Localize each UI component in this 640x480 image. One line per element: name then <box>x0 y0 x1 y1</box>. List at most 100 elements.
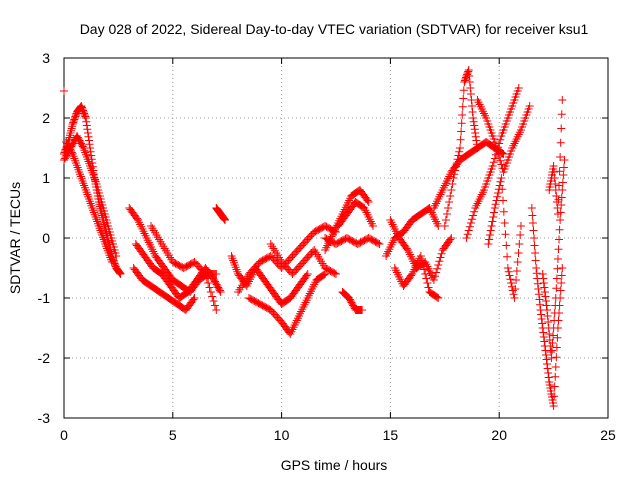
data-point <box>447 234 456 242</box>
data-point <box>487 222 496 230</box>
data-point <box>539 274 548 283</box>
data-point <box>491 141 500 150</box>
data-point <box>503 252 512 261</box>
series-track-e <box>131 240 225 302</box>
data-point <box>551 186 560 194</box>
data-point <box>540 288 549 296</box>
data-point <box>209 297 218 305</box>
data-point <box>496 135 505 144</box>
data-point <box>458 111 467 119</box>
data-point <box>448 180 457 188</box>
y-tick-label--2: -2 <box>38 350 51 366</box>
data-point <box>557 271 566 280</box>
data-point <box>83 129 92 137</box>
data-point <box>450 170 459 179</box>
data-point <box>550 392 559 401</box>
data-point <box>532 264 541 272</box>
data-point <box>423 279 432 287</box>
data-point <box>116 269 125 278</box>
y-tick-label-3: 3 <box>42 50 50 66</box>
data-point <box>512 276 521 284</box>
data-point <box>527 204 536 212</box>
data-point <box>557 124 566 133</box>
data-point <box>471 129 480 137</box>
data-point <box>543 364 552 373</box>
data-point <box>560 156 569 164</box>
data-point <box>491 200 500 209</box>
y-tick-labels: -3 -2 -1 0 1 2 3 <box>38 50 51 426</box>
series-track-h <box>212 204 230 224</box>
data-point <box>363 196 372 205</box>
data-point <box>554 245 563 254</box>
data-point <box>496 156 505 165</box>
data-point <box>466 90 475 98</box>
data-point <box>458 102 467 111</box>
data-point <box>499 196 508 205</box>
data-point <box>451 162 460 171</box>
data-point <box>493 145 502 154</box>
data-point <box>497 160 506 169</box>
data-point <box>85 140 94 149</box>
data-point <box>542 355 551 364</box>
series-track-u <box>440 66 482 230</box>
data-point <box>208 292 217 301</box>
data-point <box>556 216 565 224</box>
data-point <box>541 297 550 305</box>
data-point <box>550 382 559 391</box>
data-point <box>68 122 77 131</box>
data-point <box>452 159 461 167</box>
data-point <box>220 215 229 224</box>
series-track-p <box>321 234 384 248</box>
grid-horizontal <box>64 117 608 359</box>
data-point <box>465 222 474 231</box>
data-point <box>531 256 540 265</box>
data-point <box>490 138 499 146</box>
series-track-k <box>244 270 330 338</box>
data-point <box>531 249 540 257</box>
data-point <box>546 348 555 356</box>
data-point <box>457 127 466 136</box>
data-point <box>358 306 367 314</box>
data-point <box>445 198 454 206</box>
data-point <box>500 219 509 227</box>
data-point <box>497 174 506 182</box>
data-point <box>464 67 473 76</box>
data-point <box>550 168 559 176</box>
data-point <box>473 144 482 152</box>
data-point <box>536 300 544 309</box>
data-point <box>429 276 438 284</box>
data-point <box>552 192 561 200</box>
data-point <box>544 373 553 382</box>
y-tick-label-2: 2 <box>42 110 50 126</box>
data-point <box>107 258 116 266</box>
data-point <box>556 153 565 161</box>
data-point <box>558 96 567 104</box>
data-point <box>507 279 516 287</box>
data-point <box>466 84 475 92</box>
data-point <box>453 155 462 164</box>
data-point <box>494 189 503 197</box>
data-point <box>419 261 428 269</box>
data-point <box>558 264 567 272</box>
data-point <box>116 270 125 278</box>
data-point <box>545 330 554 338</box>
data-point <box>528 211 537 220</box>
data-point <box>534 290 543 299</box>
y-tick-label-0: 0 <box>42 230 50 246</box>
data-point <box>446 235 455 244</box>
data-point <box>420 265 429 274</box>
data-point <box>65 131 74 140</box>
data-point <box>516 231 525 239</box>
data-point <box>544 369 553 377</box>
data-point <box>504 267 513 276</box>
data-point <box>559 171 568 179</box>
series-track-l <box>266 240 340 278</box>
data-point <box>552 353 561 362</box>
data-point <box>374 239 383 248</box>
data-point <box>434 294 443 302</box>
data-point <box>472 140 481 149</box>
data-point <box>440 222 449 230</box>
y-tick-label--1: -1 <box>38 290 51 306</box>
data-point <box>472 136 481 145</box>
x-axis-label: GPS time / hours <box>281 457 388 473</box>
